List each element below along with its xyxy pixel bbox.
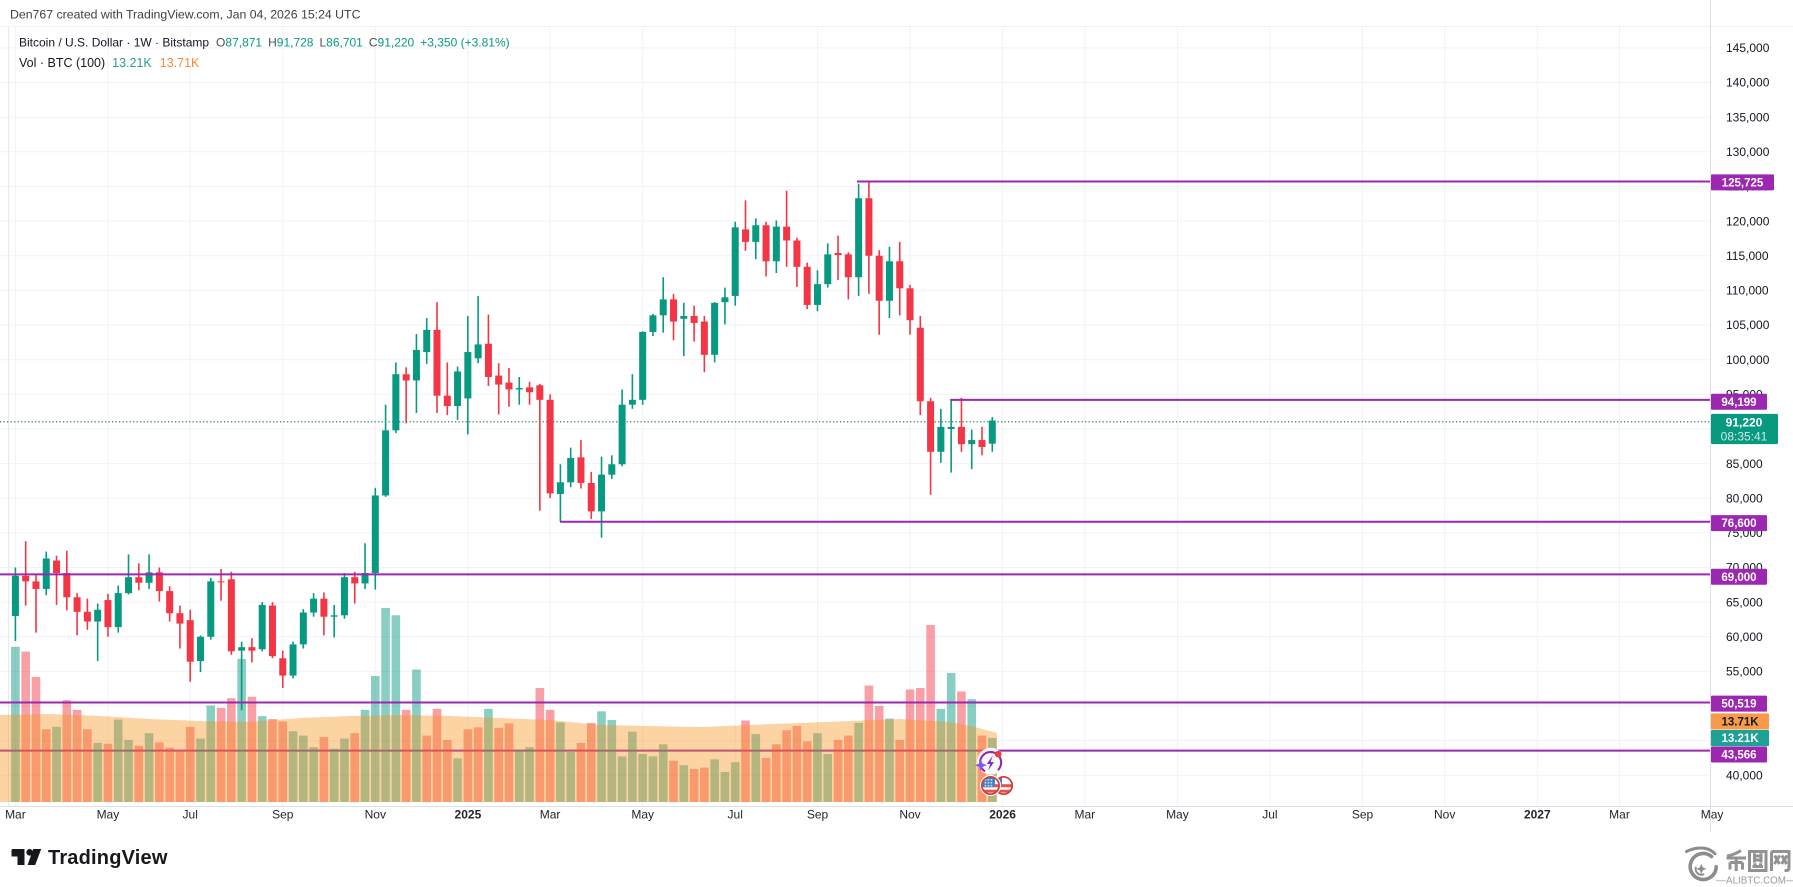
svg-text:55,000: 55,000 (1726, 665, 1763, 679)
svg-text:Sep: Sep (807, 808, 829, 822)
svg-text:Mar: Mar (1609, 808, 1630, 822)
svg-text:130,000: 130,000 (1726, 145, 1770, 159)
svg-text:May: May (1701, 808, 1724, 822)
svg-text:Sep: Sep (1352, 808, 1374, 822)
svg-text:94,199: 94,199 (1721, 397, 1756, 409)
svg-text:135,000: 135,000 (1726, 110, 1770, 124)
svg-text:08:35:41: 08:35:41 (1721, 430, 1768, 444)
svg-text:Jul: Jul (1262, 808, 1277, 822)
svg-text:13.21K: 13.21K (1721, 733, 1759, 745)
svg-text:91,220: 91,220 (1726, 415, 1763, 429)
svg-text:Mar: Mar (1074, 808, 1095, 822)
svg-text:105,000: 105,000 (1726, 318, 1770, 332)
svg-text:May: May (97, 808, 120, 822)
svg-text:140,000: 140,000 (1726, 76, 1770, 90)
svg-text:60,000: 60,000 (1726, 630, 1763, 644)
svg-text:120,000: 120,000 (1726, 214, 1770, 228)
svg-text:Nov: Nov (1434, 808, 1455, 822)
svg-text:Nov: Nov (365, 808, 386, 822)
svg-text:69,000: 69,000 (1721, 572, 1756, 584)
svg-text:Jul: Jul (183, 808, 198, 822)
svg-text:145,000: 145,000 (1726, 41, 1770, 55)
svg-text:100,000: 100,000 (1726, 353, 1770, 367)
svg-text:Jul: Jul (728, 808, 743, 822)
svg-text:May: May (1166, 808, 1189, 822)
svg-text:85,000: 85,000 (1726, 457, 1763, 471)
svg-text:65,000: 65,000 (1726, 595, 1763, 609)
svg-text:40,000: 40,000 (1726, 769, 1763, 783)
svg-text:2026: 2026 (989, 808, 1016, 822)
svg-text:Sep: Sep (272, 808, 294, 822)
svg-text:Nov: Nov (899, 808, 920, 822)
svg-text:76,600: 76,600 (1721, 518, 1756, 530)
svg-text:115,000: 115,000 (1726, 249, 1769, 263)
svg-text:80,000: 80,000 (1726, 491, 1763, 505)
svg-text:TradingView: TradingView (48, 847, 168, 869)
svg-text:Mar: Mar (540, 808, 561, 822)
svg-text:Mar: Mar (5, 808, 26, 822)
svg-text:May: May (631, 808, 654, 822)
svg-text:50,519: 50,519 (1721, 699, 1756, 711)
svg-text:—ALIBTC.COM—: —ALIBTC.COM— (1716, 876, 1793, 887)
svg-text:125,725: 125,725 (1722, 178, 1764, 190)
svg-text:43,566: 43,566 (1721, 750, 1756, 762)
svg-text:2027: 2027 (1524, 808, 1551, 822)
svg-text:110,000: 110,000 (1726, 284, 1769, 298)
svg-text:2025: 2025 (455, 808, 482, 822)
svg-text:13.71K: 13.71K (1721, 717, 1759, 729)
svg-text:Den767 created with TradingVie: Den767 created with TradingView.com, Jan… (10, 8, 361, 22)
